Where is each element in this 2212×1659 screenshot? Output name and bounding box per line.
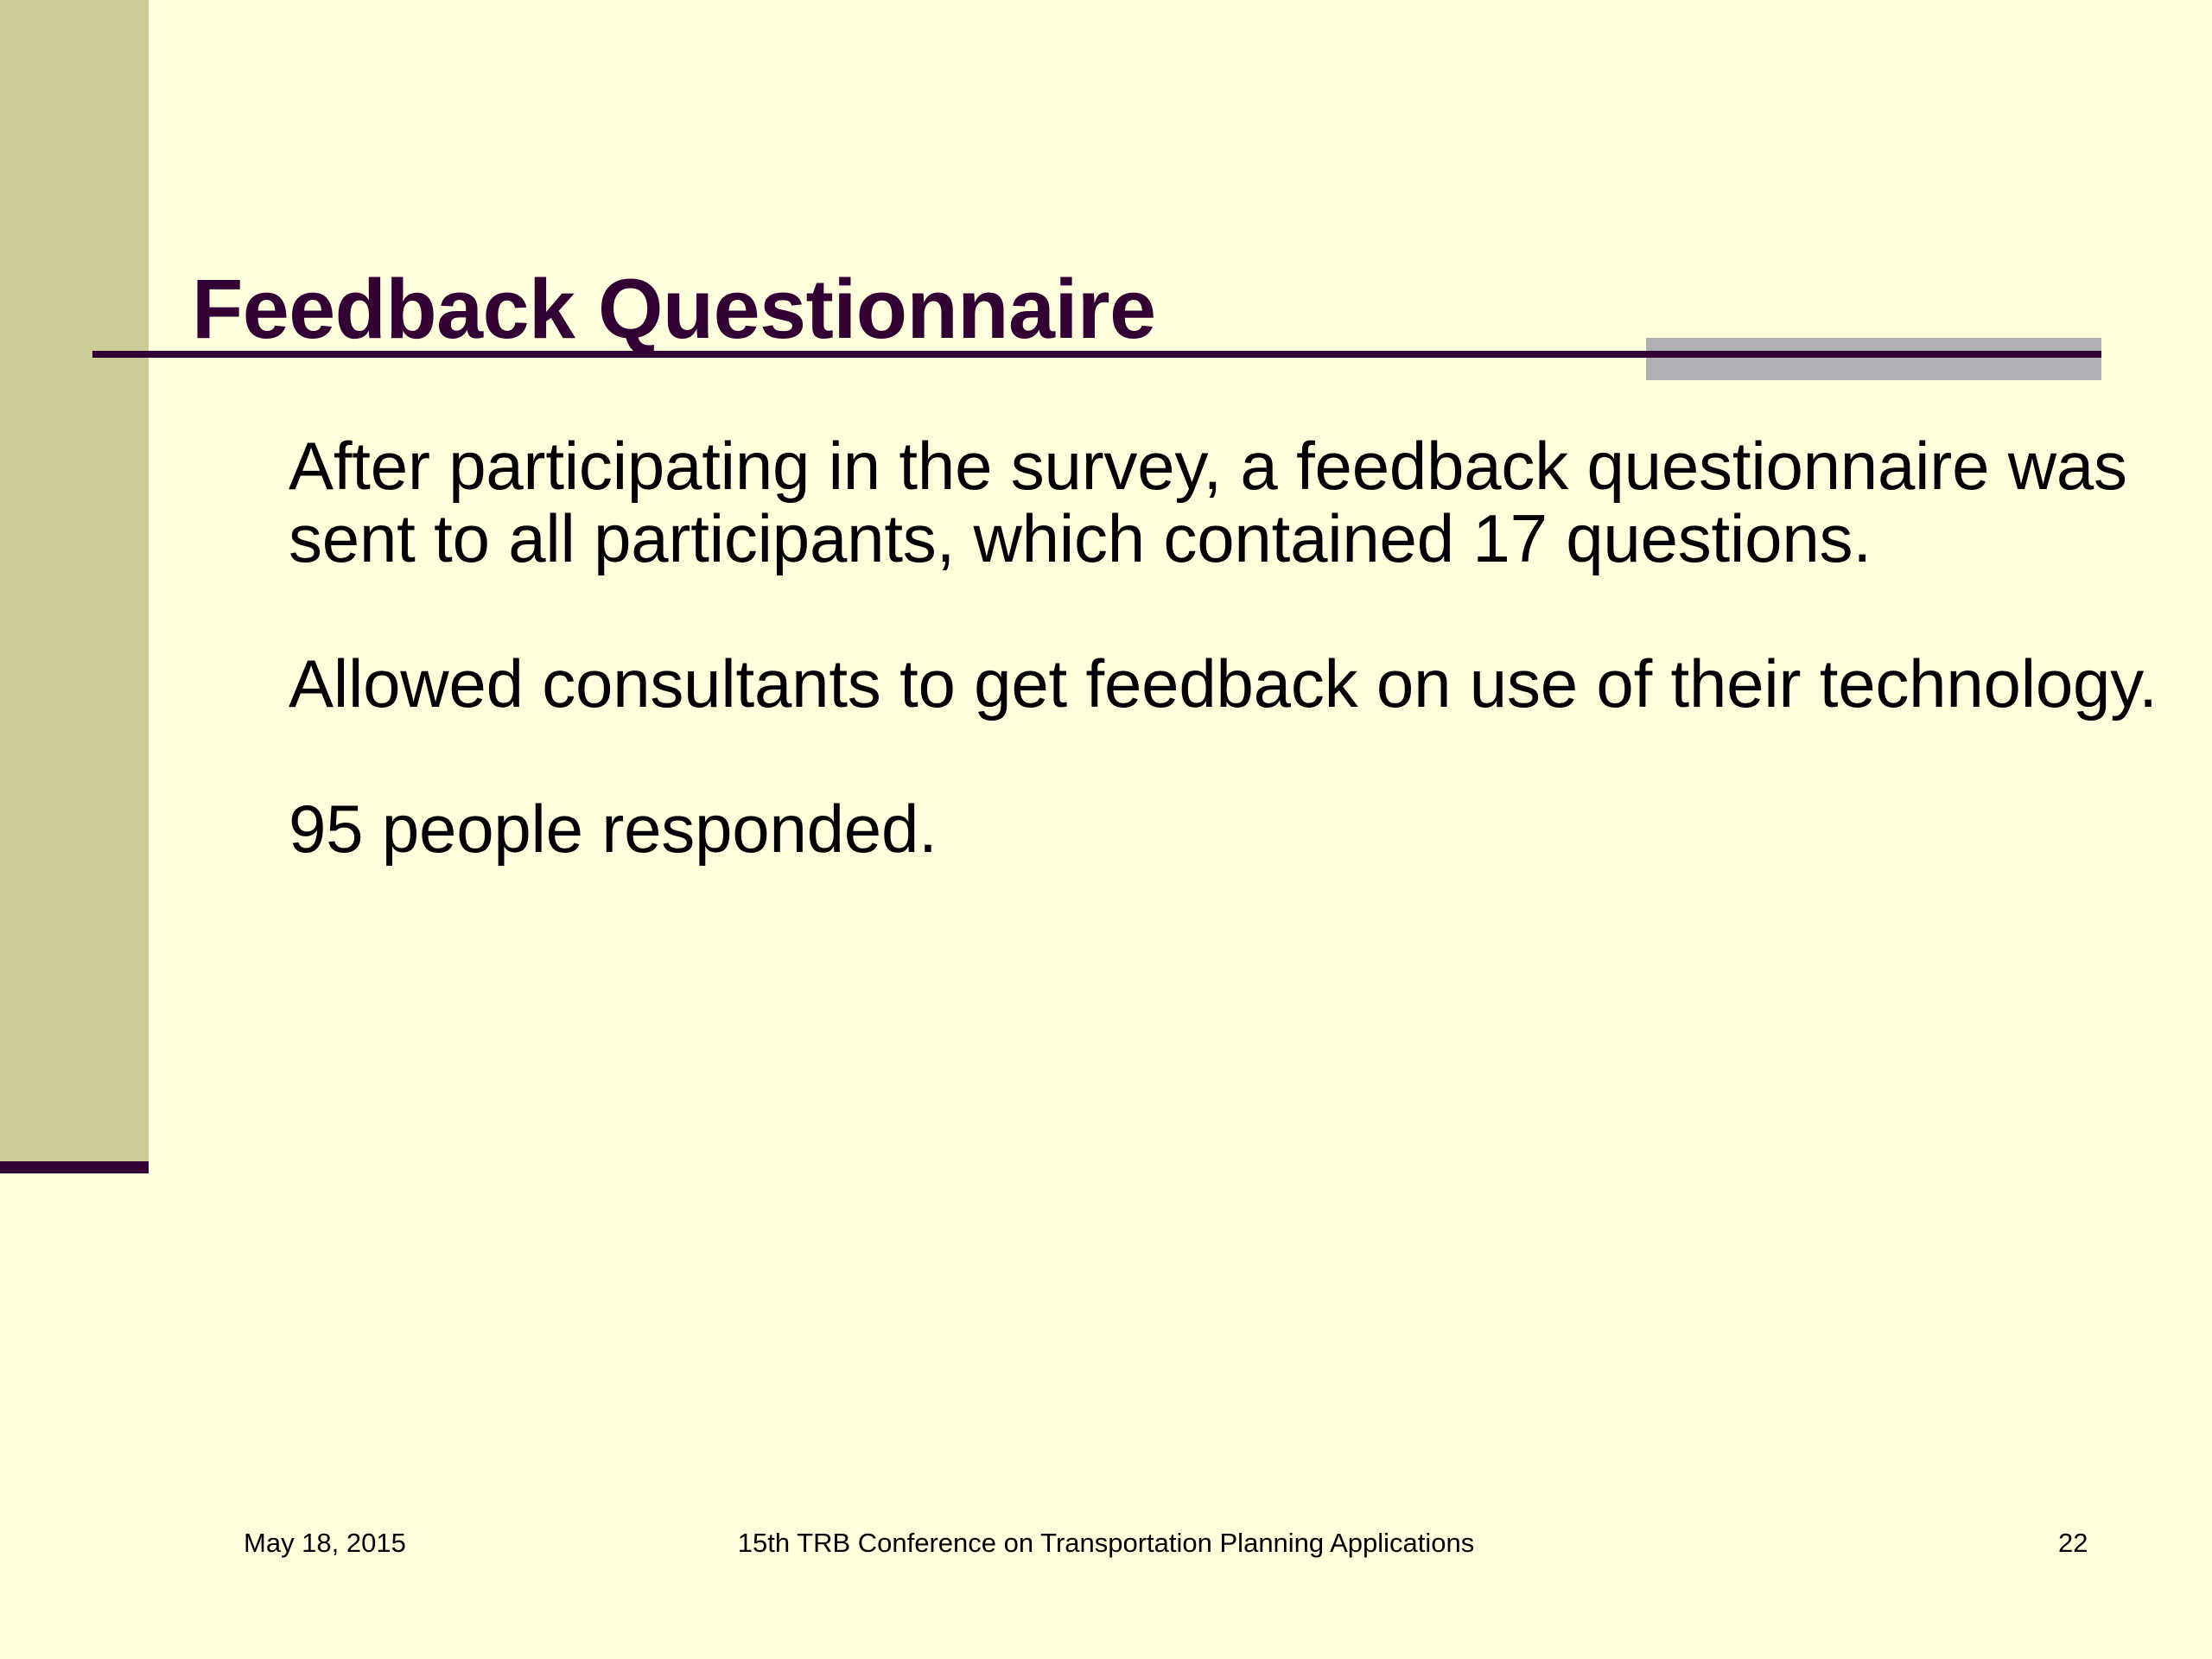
- left-decorative-band: [0, 0, 149, 1161]
- title-underline-rule: [92, 351, 2101, 358]
- footer-conference-name: 15th TRB Conference on Transportation Pl…: [737, 1528, 1475, 1558]
- body-paragraph-2: Allowed consultants to get feedback on u…: [289, 645, 2158, 721]
- footer-date: May 18, 2015: [244, 1528, 406, 1558]
- slide-footer: May 18, 2015 15th TRB Conference on Tran…: [0, 1528, 2212, 1567]
- footer-page-number: 22: [2058, 1528, 2088, 1558]
- title-accent-bar: [1646, 338, 2101, 380]
- body-paragraph-3: 95 people responded.: [289, 791, 938, 867]
- body-paragraph-1: After participating in the survey, a fee…: [289, 428, 2127, 576]
- slide-body: After participating in the survey, a fee…: [289, 429, 2177, 865]
- left-band-bottom-rule: [0, 1161, 149, 1173]
- slide-title: Feedback Questionnaire: [192, 261, 1156, 356]
